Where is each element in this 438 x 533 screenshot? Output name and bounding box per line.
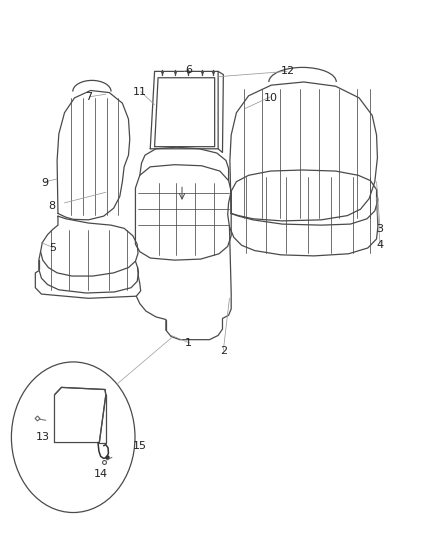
Text: 14: 14 — [94, 470, 108, 479]
Text: 8: 8 — [48, 200, 55, 211]
Text: 12: 12 — [281, 67, 295, 76]
Text: 15: 15 — [133, 441, 147, 451]
Text: 7: 7 — [85, 92, 92, 102]
Text: 11: 11 — [133, 86, 147, 96]
Text: 3: 3 — [377, 224, 384, 235]
Text: 10: 10 — [264, 93, 278, 103]
Text: 9: 9 — [41, 177, 49, 188]
Text: 2: 2 — [220, 346, 227, 357]
Text: 4: 4 — [377, 240, 384, 251]
Text: 13: 13 — [36, 432, 50, 442]
Text: 5: 5 — [49, 243, 56, 253]
Text: 1: 1 — [185, 338, 192, 349]
Text: 6: 6 — [185, 66, 192, 75]
